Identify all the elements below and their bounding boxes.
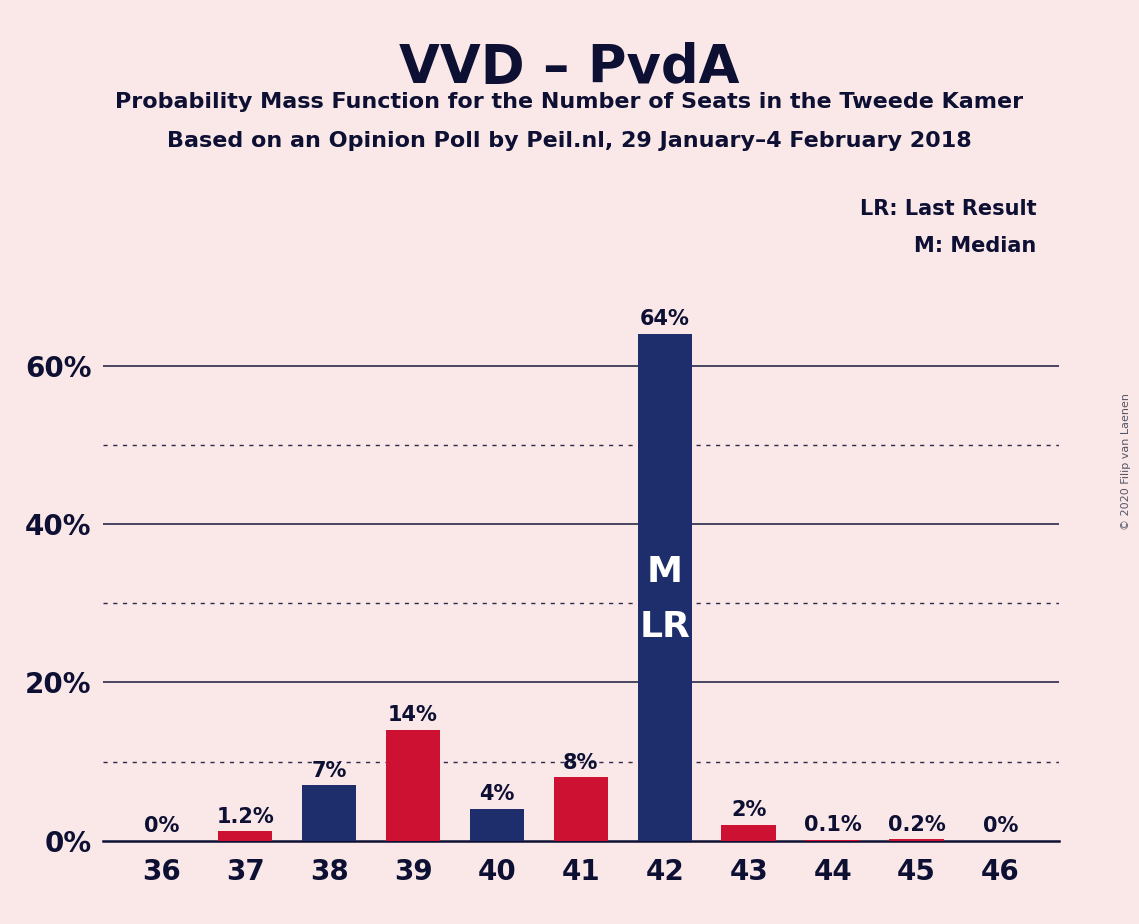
Bar	[469, 809, 524, 841]
Bar	[554, 777, 608, 841]
Text: M: Median: M: Median	[915, 236, 1036, 256]
Text: VVD – PvdA: VVD – PvdA	[400, 42, 739, 93]
Text: Based on an Opinion Poll by Peil.nl, 29 January–4 February 2018: Based on an Opinion Poll by Peil.nl, 29 …	[167, 131, 972, 152]
Text: M: M	[647, 554, 682, 589]
Text: LR: Last Result: LR: Last Result	[860, 199, 1036, 219]
Text: Probability Mass Function for the Number of Seats in the Tweede Kamer: Probability Mass Function for the Number…	[115, 92, 1024, 113]
Text: 14%: 14%	[388, 705, 439, 725]
Text: 1.2%: 1.2%	[216, 807, 274, 827]
Bar	[302, 785, 357, 841]
Bar	[890, 839, 944, 841]
Text: 7%: 7%	[311, 760, 346, 781]
Text: 4%: 4%	[480, 784, 515, 805]
Bar	[386, 730, 441, 841]
Text: 0.2%: 0.2%	[887, 814, 945, 834]
Bar	[218, 832, 272, 841]
Text: 0%: 0%	[144, 816, 179, 836]
Text: LR: LR	[639, 610, 690, 644]
Text: 0.1%: 0.1%	[804, 815, 861, 835]
Text: 64%: 64%	[640, 310, 690, 329]
Text: 8%: 8%	[563, 753, 599, 772]
Text: 0%: 0%	[983, 816, 1018, 836]
Bar	[721, 825, 776, 841]
Bar	[638, 334, 693, 841]
Text: © 2020 Filip van Laenen: © 2020 Filip van Laenen	[1121, 394, 1131, 530]
Text: 2%: 2%	[731, 800, 767, 821]
